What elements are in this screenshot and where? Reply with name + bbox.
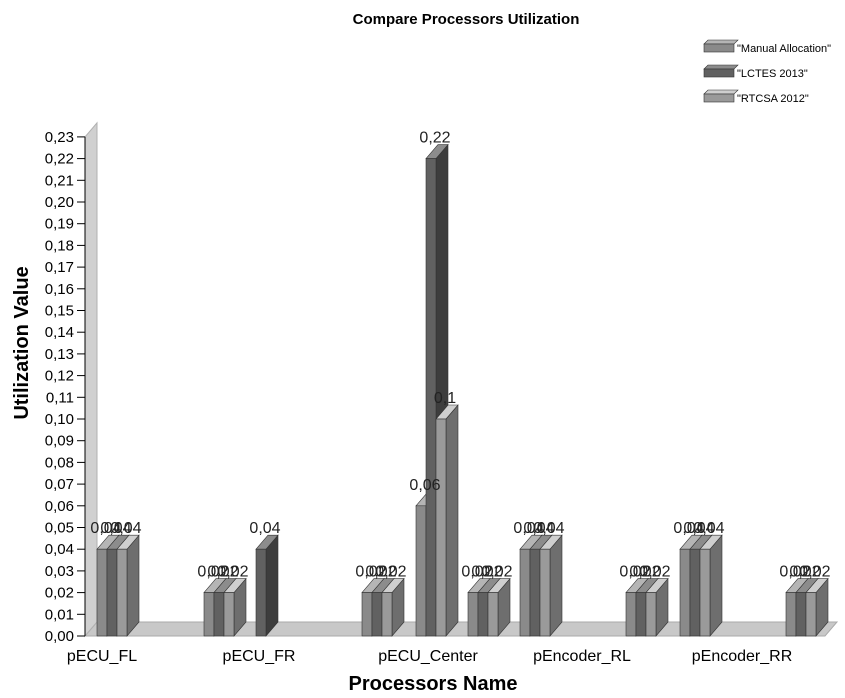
y-tick-label: 0,07 bbox=[45, 476, 74, 493]
bar bbox=[435, 404, 459, 637]
legend-item: "Manual Allocation" bbox=[703, 39, 831, 55]
value-label: 0,04 bbox=[90, 520, 121, 537]
bar bbox=[805, 577, 829, 637]
y-tick-label: 0,00 bbox=[45, 628, 74, 645]
value-label: 0,02 bbox=[355, 564, 386, 581]
value-label: 0,04 bbox=[533, 520, 564, 537]
legend-swatch-top bbox=[703, 64, 739, 70]
value-label: 0,04 bbox=[673, 520, 704, 537]
y-tick-label: 0,17 bbox=[45, 259, 74, 276]
value-label: 0,02 bbox=[779, 564, 810, 581]
value-label: 0,06 bbox=[409, 477, 440, 494]
y-tick-label: 0,11 bbox=[46, 389, 74, 406]
value-label: 0,02 bbox=[799, 564, 830, 581]
chart-title: Compare Processors Utilization bbox=[353, 11, 580, 28]
legend-swatch-top bbox=[703, 89, 739, 95]
x-category-label: pEncoder_RR bbox=[692, 648, 793, 665]
value-label: 0,04 bbox=[513, 520, 544, 537]
legend-swatch-top bbox=[703, 39, 739, 45]
y-tick-label: 0,05 bbox=[45, 520, 74, 537]
value-label: 0,04 bbox=[523, 520, 554, 537]
y-axis-title: Utilization Value bbox=[11, 266, 33, 419]
floor-plane bbox=[83, 621, 839, 637]
bars bbox=[96, 143, 829, 637]
bar bbox=[223, 577, 247, 637]
value-label: 0,02 bbox=[629, 564, 660, 581]
y-tick-label: 0,09 bbox=[45, 433, 74, 450]
wall-plane bbox=[84, 121, 98, 638]
legend-label: "RTCSA 2012" bbox=[737, 93, 809, 105]
value-label: 0,02 bbox=[375, 564, 406, 581]
bar bbox=[699, 534, 723, 637]
value-label: 0,04 bbox=[100, 520, 131, 537]
value-label: 0,02 bbox=[639, 564, 670, 581]
y-tick-label: 0,16 bbox=[45, 281, 74, 298]
x-category-label: pEncoder_RL bbox=[533, 648, 631, 665]
value-label: 0,04 bbox=[110, 520, 141, 537]
bar bbox=[539, 534, 563, 637]
y-tick-label: 0,03 bbox=[45, 563, 74, 580]
legend-swatch bbox=[703, 93, 735, 103]
value-label: 0,22 bbox=[419, 130, 450, 147]
value-label: 0,04 bbox=[683, 520, 714, 537]
y-tick-label: 0,04 bbox=[45, 541, 74, 558]
legend-label: "LCTES 2013" bbox=[737, 68, 808, 80]
y-tick-label: 0,02 bbox=[45, 585, 74, 602]
y-tick-label: 0,12 bbox=[45, 368, 74, 385]
value-label: 0,02 bbox=[217, 564, 248, 581]
value-label: 0,02 bbox=[481, 564, 512, 581]
legend-item: "LCTES 2013" bbox=[703, 64, 808, 80]
y-tick-label: 0,15 bbox=[45, 303, 74, 320]
bar bbox=[255, 534, 279, 637]
bar bbox=[381, 577, 405, 637]
y-tick-label: 0,18 bbox=[45, 237, 74, 254]
legend-item: "RTCSA 2012" bbox=[703, 89, 809, 105]
y-tick-label: 0,13 bbox=[45, 346, 74, 363]
value-label: 0,02 bbox=[365, 564, 396, 581]
value-label: 0,02 bbox=[461, 564, 492, 581]
bar bbox=[645, 577, 669, 637]
y-tick-label: 0,20 bbox=[45, 194, 74, 211]
y-tick-label: 0,01 bbox=[45, 606, 74, 623]
x-category-label: pECU_FR bbox=[223, 648, 296, 665]
y-tick-label: 0,22 bbox=[45, 151, 74, 168]
value-labels: 0,040,040,040,020,020,020,040,020,020,02… bbox=[90, 130, 830, 581]
bar bbox=[116, 534, 140, 637]
x-axis-categories: pECU_FL pECU_FR pECU_Center pEncoder_RL pEnc… bbox=[67, 648, 792, 665]
x-axis-title: Processors Name bbox=[349, 673, 518, 695]
legend-swatch bbox=[703, 43, 735, 53]
y-tick-label: 0,21 bbox=[45, 172, 74, 189]
value-label: 0,02 bbox=[197, 564, 228, 581]
chart-back-wall bbox=[84, 121, 98, 638]
value-label: 0,04 bbox=[693, 520, 724, 537]
y-tick-label: 0,23 bbox=[45, 129, 74, 146]
value-label: 0,04 bbox=[249, 520, 280, 537]
x-category-label: pECU_Center bbox=[378, 648, 478, 665]
chart-floor bbox=[83, 621, 839, 637]
legend-swatch bbox=[703, 68, 735, 78]
value-label: 0,02 bbox=[207, 564, 238, 581]
y-tick-label: 0,14 bbox=[45, 324, 74, 341]
legend-label: "Manual Allocation" bbox=[737, 43, 831, 55]
value-label: 0,02 bbox=[471, 564, 502, 581]
y-tick-label: 0,10 bbox=[45, 411, 74, 428]
y-axis-ticks: 0,00 0,01 0,02 0,03 0,04 0,05 0,06 0,07 0,08 0,09… bbox=[45, 129, 86, 645]
value-label: 0,1 bbox=[434, 390, 456, 407]
y-tick-label: 0,19 bbox=[45, 216, 74, 233]
value-label: 0,02 bbox=[619, 564, 650, 581]
bar bbox=[487, 577, 511, 637]
legend: "Manual Allocation" "LCTES 2013" "RTCSA 20… bbox=[703, 39, 831, 105]
y-tick-label: 0,08 bbox=[45, 454, 74, 471]
y-tick-label: 0,06 bbox=[45, 498, 74, 515]
x-category-label: pECU_FL bbox=[67, 648, 137, 665]
value-label: 0,02 bbox=[789, 564, 820, 581]
